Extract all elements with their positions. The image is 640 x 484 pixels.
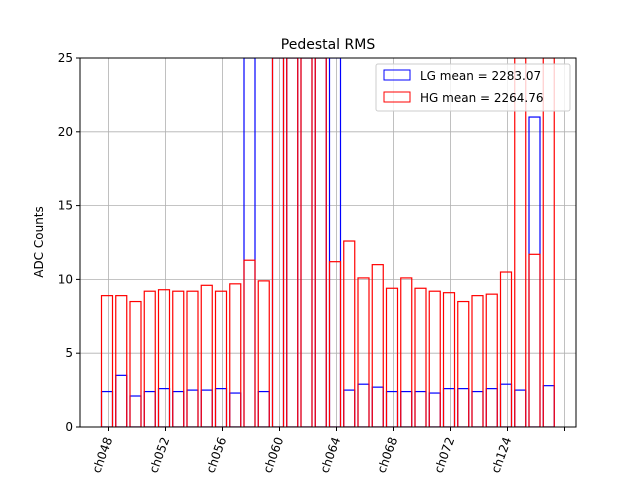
hg-bar-11 <box>257 280 270 427</box>
lg-bar-10 <box>243 58 256 427</box>
y-tick-label: 0 <box>65 420 73 434</box>
grid <box>80 57 576 428</box>
hg-bar-27 <box>485 293 498 427</box>
hg-bar-19 <box>371 264 384 427</box>
y-tick-label: 5 <box>65 346 73 360</box>
legend-label-hg: HG mean = 2264.76 <box>420 91 543 105</box>
hg-bar-29 <box>514 58 527 427</box>
hg-bar-3 <box>143 290 156 427</box>
hg-bar-6 <box>186 290 199 427</box>
legend: LG mean = 2283.07 HG mean = 2264.76 <box>375 63 571 112</box>
y-tick-label: 15 <box>58 199 73 213</box>
hg-bar-30 <box>528 253 541 427</box>
legend-label-lg: LG mean = 2283.07 <box>420 69 541 83</box>
hg-bar-20 <box>385 287 399 427</box>
legend-box <box>375 63 571 112</box>
hg-bar-22 <box>414 287 427 427</box>
legend-swatch-hg <box>383 91 411 103</box>
hg-bar-17 <box>343 240 356 427</box>
lg-bar-16 <box>328 58 342 427</box>
hg-bar-14 <box>300 58 313 427</box>
hg-bar-31 <box>542 58 555 427</box>
hg-bar-18 <box>357 277 370 427</box>
hg-bar-13 <box>286 58 299 427</box>
hg-bar-23 <box>428 290 441 427</box>
chart-title: Pedestal RMS <box>281 37 376 53</box>
legend-swatch-lg <box>383 69 411 81</box>
hg-bar-21 <box>400 277 413 427</box>
hg-bar-15 <box>314 58 327 427</box>
y-tick-label: 25 <box>58 51 73 65</box>
y-axis: 0 5 10 15 20 25 <box>58 51 80 434</box>
hg-bar-5 <box>172 290 185 427</box>
hg-bar-25 <box>457 300 470 427</box>
hg-bar-10 <box>243 259 256 427</box>
plot-frame <box>79 57 577 428</box>
hg-bar-8 <box>214 290 228 427</box>
hg-bar-4 <box>157 289 171 427</box>
y-tick-label: 20 <box>58 125 73 139</box>
hg-bar-12 <box>271 58 285 427</box>
hg-bar-2 <box>129 300 142 427</box>
y-axis-label: ADC Counts <box>32 206 46 278</box>
hg-bar-9 <box>229 283 242 427</box>
y-tick-label: 10 <box>58 272 73 286</box>
